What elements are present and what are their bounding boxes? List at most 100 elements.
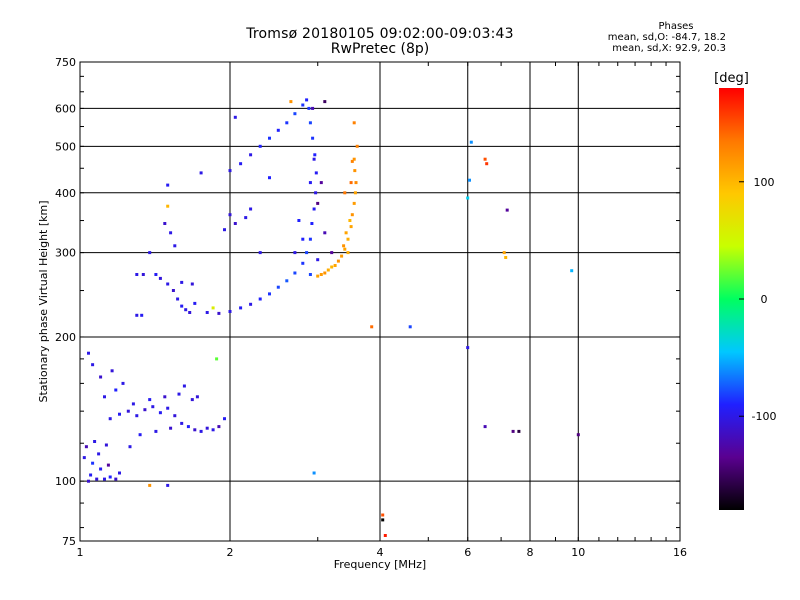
data-point xyxy=(268,292,271,296)
data-point xyxy=(104,443,108,447)
data-point xyxy=(350,159,354,163)
data-point xyxy=(239,306,243,310)
data-point xyxy=(163,222,167,225)
data-point xyxy=(469,140,473,144)
y-tick-label: 100 xyxy=(55,475,76,488)
data-point xyxy=(293,112,297,116)
data-point xyxy=(381,513,385,517)
data-point xyxy=(154,429,158,433)
data-point xyxy=(180,304,184,308)
data-point xyxy=(355,144,359,148)
data-point xyxy=(190,282,194,286)
data-point xyxy=(319,181,323,185)
data-point xyxy=(177,392,181,396)
data-point xyxy=(169,231,173,235)
data-point xyxy=(323,231,327,235)
data-point xyxy=(166,483,170,487)
x-tick-label: 2 xyxy=(227,546,234,559)
data-point xyxy=(118,471,121,475)
data-point xyxy=(340,254,344,258)
data-point xyxy=(348,219,352,222)
y-tick-label: 500 xyxy=(55,140,76,153)
data-points xyxy=(82,98,580,537)
x-tick-label: 1 xyxy=(77,546,84,559)
data-point xyxy=(258,297,262,301)
data-point xyxy=(504,256,508,259)
data-point xyxy=(353,169,357,173)
data-point xyxy=(301,103,305,107)
data-point xyxy=(258,251,262,255)
data-point xyxy=(163,395,167,399)
data-point xyxy=(114,388,118,392)
phase-stats-title: Phases xyxy=(658,21,694,32)
y-tick-label: 75 xyxy=(62,535,76,548)
data-point xyxy=(343,247,347,251)
data-point xyxy=(297,219,301,222)
data-point xyxy=(148,398,152,402)
data-point xyxy=(211,428,215,432)
data-point xyxy=(466,346,470,350)
data-point xyxy=(249,153,253,157)
data-point xyxy=(184,308,188,312)
data-point xyxy=(323,271,327,275)
x-tick-label: 6 xyxy=(464,546,471,559)
data-point xyxy=(354,181,358,185)
x-tick-label: 8 xyxy=(527,546,534,559)
data-point xyxy=(99,375,103,379)
data-point xyxy=(483,425,487,429)
data-point xyxy=(316,201,320,205)
data-point xyxy=(349,225,353,229)
colorbar-tick-label: 0 xyxy=(761,293,768,306)
data-point xyxy=(99,467,103,471)
data-point xyxy=(186,425,190,429)
phase-stats-o: mean, sd,O: -84.7, 18.2 xyxy=(607,32,726,43)
data-point xyxy=(91,363,95,367)
data-point xyxy=(352,157,356,161)
data-point xyxy=(166,204,170,208)
data-point xyxy=(193,428,197,432)
data-point xyxy=(87,479,90,483)
data-point xyxy=(408,325,412,329)
data-point xyxy=(188,311,192,314)
y-tick-label: 600 xyxy=(55,102,76,115)
data-point xyxy=(276,285,280,289)
data-point xyxy=(166,406,170,410)
data-point xyxy=(199,429,203,433)
data-point xyxy=(312,157,316,161)
data-point xyxy=(352,201,356,205)
data-point xyxy=(244,216,248,220)
data-point xyxy=(285,121,289,125)
data-point xyxy=(293,271,297,275)
data-point xyxy=(330,265,334,269)
data-point xyxy=(383,534,387,537)
data-point xyxy=(346,237,350,241)
data-point xyxy=(346,251,350,255)
data-point xyxy=(205,311,209,314)
data-point xyxy=(314,171,318,175)
x-axis-label: Frequency [MHz] xyxy=(334,558,426,571)
data-point xyxy=(305,98,309,102)
data-point xyxy=(468,178,471,182)
data-point xyxy=(223,417,226,421)
data-point xyxy=(381,518,385,522)
data-point xyxy=(311,136,315,140)
data-point xyxy=(370,325,374,329)
data-point xyxy=(217,425,221,429)
data-point xyxy=(140,313,144,317)
data-point xyxy=(228,310,232,313)
data-point xyxy=(342,244,346,248)
data-point xyxy=(353,191,357,195)
data-point xyxy=(276,128,280,132)
data-point xyxy=(103,477,106,481)
data-point xyxy=(350,213,354,217)
data-point xyxy=(570,269,574,273)
data-point xyxy=(311,106,315,110)
chart-subtitle: RwPretec (8p) xyxy=(330,41,430,57)
x-tick-label: 16 xyxy=(673,546,687,559)
data-point xyxy=(336,259,340,263)
data-point xyxy=(330,251,334,255)
data-point xyxy=(344,231,348,235)
data-point xyxy=(87,351,90,355)
data-point xyxy=(176,297,180,301)
